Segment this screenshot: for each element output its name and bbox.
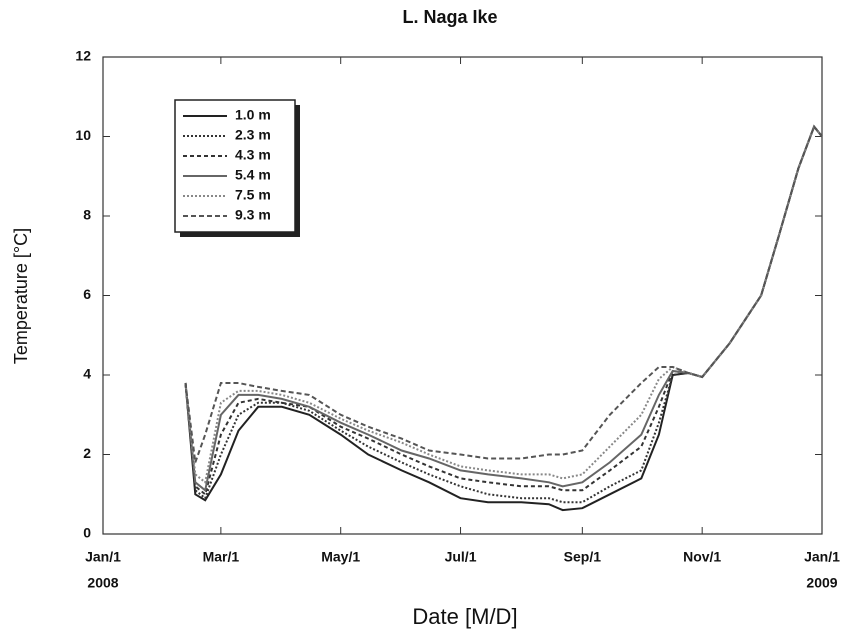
legend-label: 2.3 m <box>235 127 271 143</box>
y-tick-label: 10 <box>75 127 91 143</box>
x-axis-label: Date [M/D] <box>412 604 517 629</box>
y-tick-label: 4 <box>83 366 91 382</box>
x-tick-label: Mar/1 <box>203 549 240 565</box>
x-tick-label: Nov/1 <box>683 549 721 565</box>
y-tick-label: 0 <box>83 525 91 541</box>
x-tick-label: May/1 <box>321 549 360 565</box>
y-tick-label: 8 <box>83 207 91 223</box>
x-tick-label: Jan/1 <box>85 549 121 565</box>
series-line <box>184 124 823 485</box>
y-tick-label: 6 <box>83 286 91 302</box>
x-tick-label: Jan/1 <box>804 549 840 565</box>
x-year-label: 2009 <box>806 575 837 591</box>
legend-label: 4.3 m <box>235 147 271 163</box>
legend-label: 7.5 m <box>235 187 271 203</box>
legend-label: 9.3 m <box>235 207 271 223</box>
legend: 1.0 m 2.3 m 4.3 m 5.4 m 7.5 m 9.3 m <box>174 99 300 237</box>
y-tick-label: 12 <box>75 48 91 64</box>
legend-label: 1.0 m <box>235 107 271 123</box>
x-year-label: 2008 <box>87 575 118 591</box>
legend-box <box>174 99 296 233</box>
series-line <box>184 124 823 463</box>
x-tick-label: Sep/1 <box>564 549 602 565</box>
chart-title: L. Naga Ike <box>402 7 497 27</box>
y-tick-label: 2 <box>83 445 91 461</box>
x-tick-label: Jul/1 <box>445 549 477 565</box>
legend-label: 5.4 m <box>235 167 271 183</box>
y-axis-label: Temperature [°C] <box>11 228 31 364</box>
